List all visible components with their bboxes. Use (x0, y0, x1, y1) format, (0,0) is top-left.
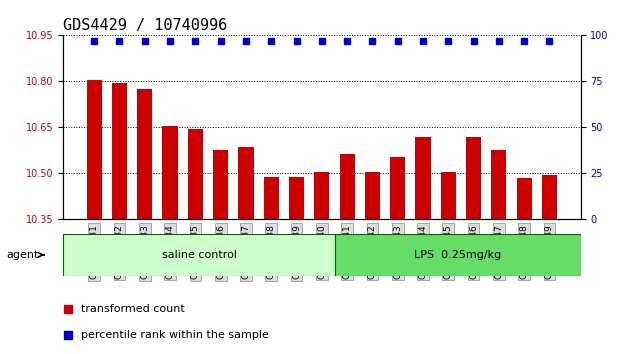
Bar (112, 83, 127, 219)
Text: GDS4429 / 10740996: GDS4429 / 10740996 (63, 18, 227, 33)
Bar (466, 137, 481, 219)
Bar (365, 172, 380, 219)
Bar (339, 154, 355, 219)
Text: saline control: saline control (162, 250, 237, 260)
Text: percentile rank within the sample: percentile rank within the sample (81, 330, 269, 339)
Bar (415, 137, 430, 219)
Bar (188, 129, 203, 219)
FancyBboxPatch shape (336, 234, 581, 276)
Bar (517, 178, 532, 219)
Text: agent: agent (6, 250, 44, 260)
Bar (86, 80, 102, 219)
Bar (137, 89, 152, 219)
Bar (492, 150, 507, 219)
Text: transformed count: transformed count (81, 304, 185, 314)
Bar (213, 150, 228, 219)
Bar (542, 175, 557, 219)
Bar (264, 177, 279, 219)
Bar (314, 172, 329, 219)
Bar (239, 147, 254, 219)
Bar (390, 156, 405, 219)
FancyBboxPatch shape (63, 234, 336, 276)
Bar (440, 172, 456, 219)
Bar (163, 126, 178, 219)
Bar (289, 177, 304, 219)
Text: LPS  0.25mg/kg: LPS 0.25mg/kg (415, 250, 502, 260)
